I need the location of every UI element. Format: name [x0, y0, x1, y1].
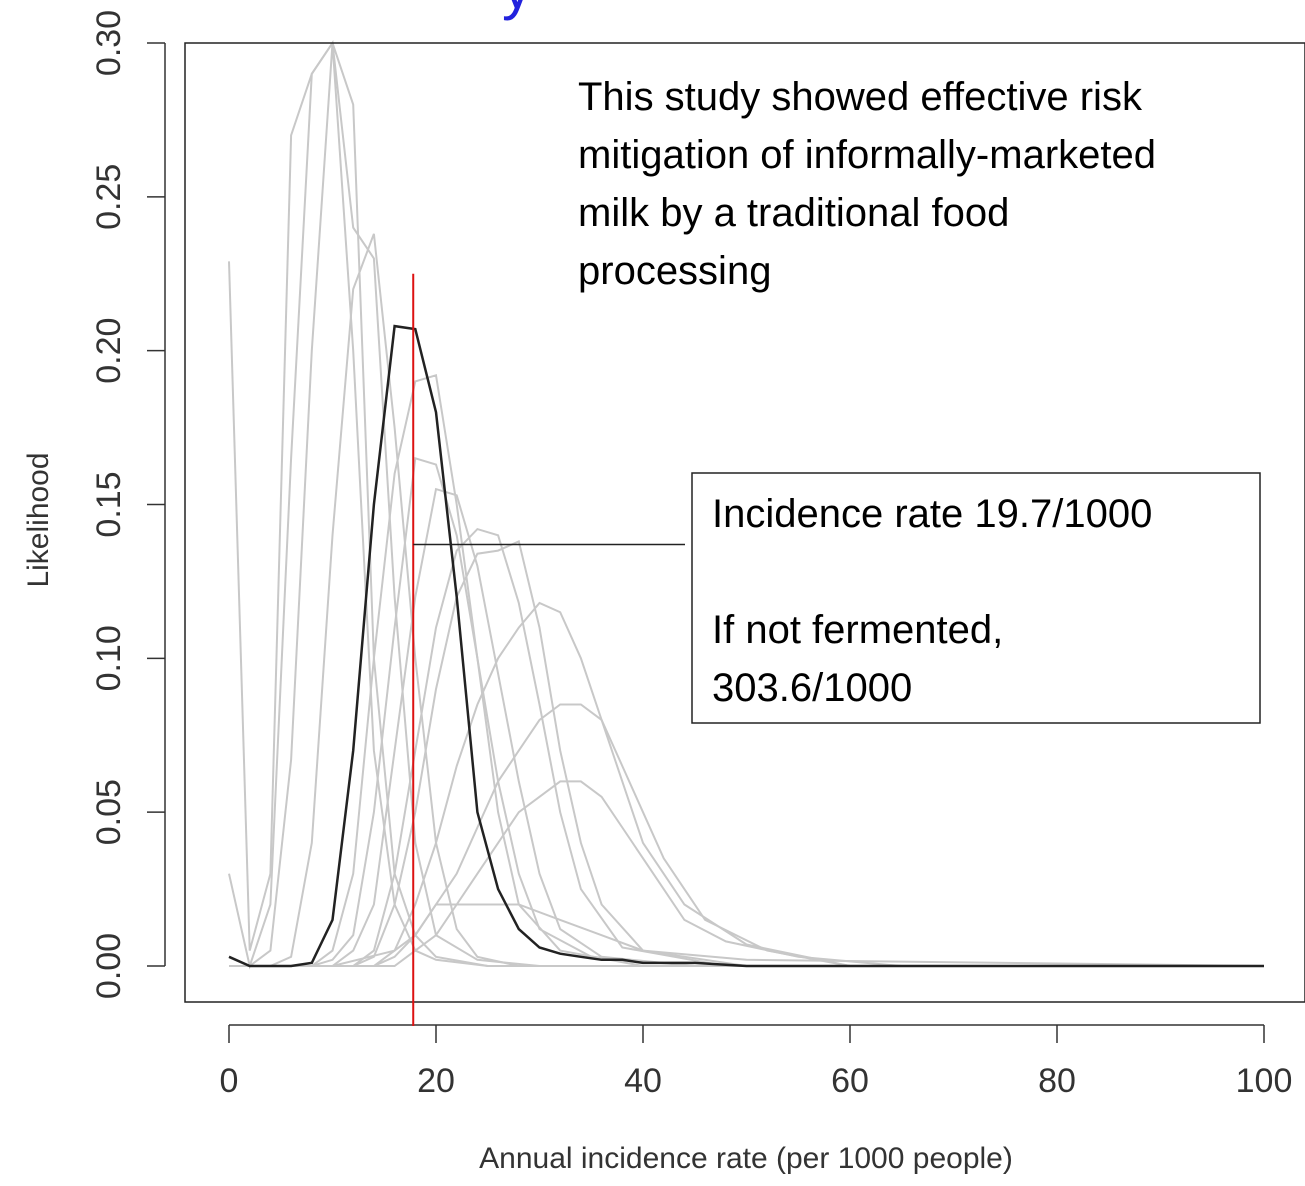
- y-tick-label: 0.25: [90, 164, 128, 230]
- background-series-line-2: [228, 40, 1264, 970]
- background-series-line-4: [229, 233, 1264, 967]
- background-series-line-5: [229, 374, 1264, 967]
- x-tick-label: 80: [1038, 1062, 1076, 1100]
- x-tick-label: 100: [1236, 1062, 1293, 1100]
- annotation-box-text: Incidence rate 19.7/1000 If not fermented…: [712, 492, 1152, 710]
- x-axis-title: Annual incidence rate (per 1000 people): [479, 1142, 1013, 1175]
- annotation-box: [691, 472, 1261, 724]
- x-tick-label: 20: [417, 1062, 455, 1100]
- y-tick-label: 0.10: [90, 625, 128, 691]
- top-text-line: mitigation of informally-marketed: [578, 133, 1156, 177]
- y-tick-label: 0.00: [90, 933, 128, 999]
- box-text-line: 303.6/1000: [712, 666, 912, 710]
- highlight-series-line: [228, 324, 1264, 968]
- y-tick-label: 0.05: [90, 779, 128, 845]
- plot-frame: [184, 42, 1305, 1003]
- box-text-line: If not fermented,: [712, 608, 1003, 652]
- x-tick-label: 40: [624, 1062, 662, 1100]
- y-axis-title: Likelihood: [22, 452, 55, 587]
- background-series-line-12: [229, 780, 1264, 967]
- background-series-line-9: [229, 539, 1264, 967]
- top-text-line: This study showed effective risk: [578, 75, 1143, 119]
- background-series-line-13: [229, 903, 1265, 967]
- background-series-line-3: [229, 42, 1264, 967]
- background-series-line-7: [229, 487, 1264, 967]
- x-tick-label: 60: [831, 1062, 869, 1100]
- y-axis: 0.00 0.05 0.10 0.15 0.20 0.25 0.30: [90, 10, 166, 999]
- background-series-line-11: [229, 703, 1264, 967]
- y-tick-label: 0.20: [90, 318, 128, 384]
- x-tick-label: 0: [220, 1062, 239, 1100]
- y-tick-label: 0.15: [90, 471, 128, 537]
- box-text-line: Incidence rate 19.7/1000: [712, 492, 1152, 536]
- top-text-line: milk by a traditional food: [578, 191, 1009, 235]
- top-text-line: processing: [578, 249, 771, 293]
- x-axis: 0 20 40 60 80 100: [220, 1024, 1293, 1100]
- y-tick-label: 0.30: [90, 10, 128, 76]
- background-series-line-8: [229, 527, 1264, 967]
- study-annotation-text: This study showed effective risk mitigati…: [578, 75, 1156, 293]
- title-fragment: y: [502, 0, 532, 21]
- highlight-series-group: [228, 324, 1264, 968]
- background-series-line-10: [229, 601, 1264, 967]
